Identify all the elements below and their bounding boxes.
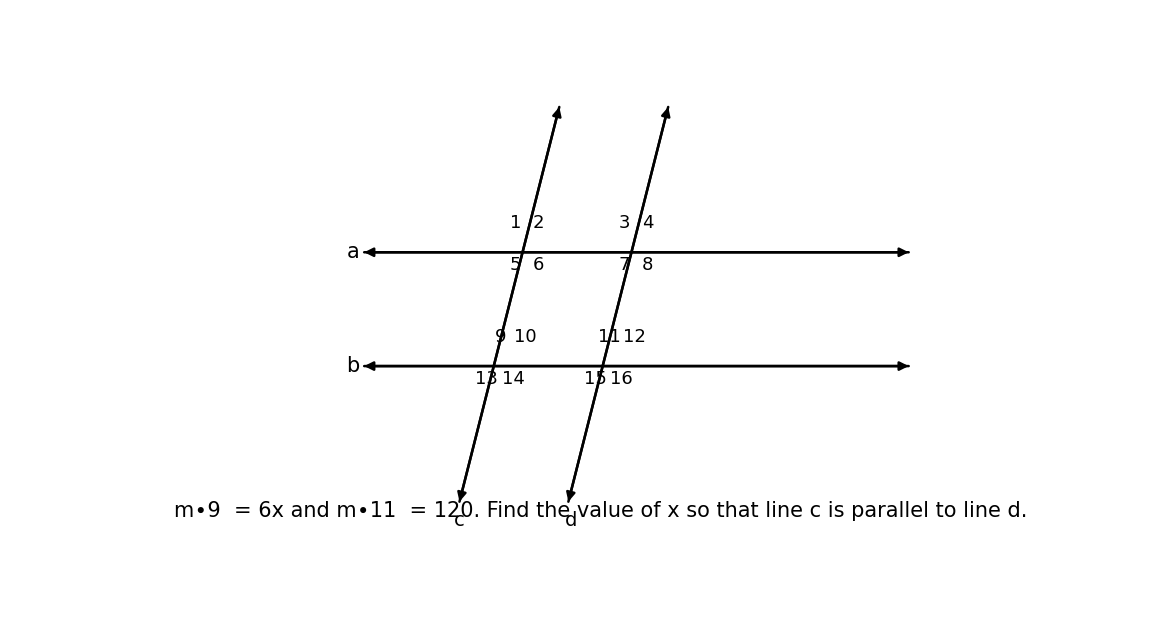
Text: 5: 5 — [511, 257, 521, 274]
Text: a: a — [347, 242, 359, 262]
Text: 10: 10 — [514, 328, 537, 346]
Text: 3: 3 — [619, 214, 630, 232]
Text: c: c — [454, 511, 465, 530]
Text: 15: 15 — [584, 370, 607, 388]
Text: d: d — [564, 511, 577, 530]
Text: 6: 6 — [533, 257, 545, 274]
Text: m∙9  = 6x and m∙11  = 120. Find the value of x so that line c is parallel to lin: m∙9 = 6x and m∙11 = 120. Find the value … — [173, 501, 1027, 521]
Text: 1: 1 — [511, 214, 521, 232]
Text: 2: 2 — [533, 214, 545, 232]
Text: 7: 7 — [619, 257, 630, 274]
Text: b: b — [347, 356, 359, 376]
Text: 13: 13 — [475, 370, 498, 388]
Text: 9: 9 — [494, 328, 506, 346]
Text: 11: 11 — [598, 328, 621, 346]
Text: 8: 8 — [642, 257, 653, 274]
Text: 14: 14 — [502, 370, 526, 388]
Text: 12: 12 — [623, 328, 646, 346]
Text: 4: 4 — [642, 214, 653, 232]
Text: 16: 16 — [610, 370, 632, 388]
